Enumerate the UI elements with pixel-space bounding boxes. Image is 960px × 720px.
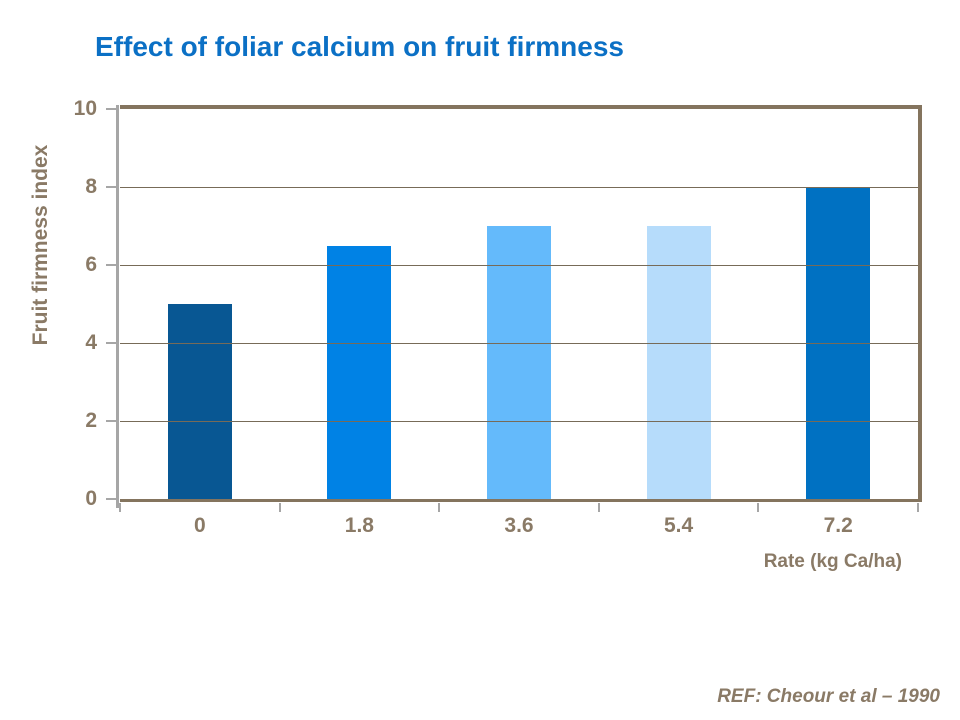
x-tick-mark [438,503,441,512]
bar-rate-3.6 [486,226,551,499]
chart-title: Effect of foliar calcium on fruit firmne… [95,31,624,62]
gridline-2 [120,421,918,422]
y-tick-mark [106,342,118,344]
bar-slot [599,109,759,499]
x-tick-mark [278,503,281,512]
bar-slot [120,109,280,499]
x-tick-label-7.2: 7.2 [823,514,853,537]
y-tick-label-10: 10 [73,97,97,120]
bar-slot [280,109,440,499]
bars [120,109,918,499]
y-tick-mark [106,498,118,500]
y-axis-line [116,105,119,508]
y-tick-mark [106,186,118,188]
bar-rate-5.4 [646,226,711,499]
y-tick-label-2: 2 [85,409,97,432]
x-tick-mark [119,503,121,512]
bar-slot [758,109,918,499]
y-axis-ticks [106,108,118,500]
bar-slot [439,109,599,499]
x-axis-labels: 0 1.8 3.6 5.4 7.2 [120,514,918,542]
reference-citation: REF: Cheour et al – 1990 [717,686,940,707]
gridline-6 [120,265,918,266]
x-axis-ticks [119,503,919,512]
x-tick-label-1.8: 1.8 [344,514,374,537]
y-tick-label-4: 4 [85,331,97,354]
plot-area [120,105,922,502]
y-tick-mark [106,108,118,110]
gridline-4 [120,343,918,344]
y-tick-label-8: 8 [85,175,97,198]
gridline-8 [120,187,918,188]
x-tick-label-3.6: 3.6 [504,514,534,537]
x-tick-label-0: 0 [193,514,206,537]
y-tick-label-6: 6 [85,253,97,276]
x-axis-title: Rate (kg Ca/ha) [763,551,902,572]
x-tick-mark [917,503,919,512]
x-tick-mark [597,503,600,512]
y-tick-mark [106,420,118,422]
y-tick-mark [106,264,118,266]
x-tick-label-5.4: 5.4 [663,514,694,537]
bar-rate-0 [167,304,232,499]
x-tick-mark [757,503,760,512]
bar-rate-1.8 [327,245,392,499]
y-tick-label-0: 0 [85,487,97,510]
y-axis-labels: 0 2 4 6 8 10 [0,97,107,510]
